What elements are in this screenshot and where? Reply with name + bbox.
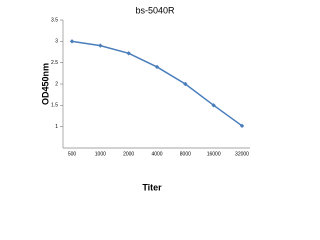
chart: bs-5040R Titer OD450nm 1 1.5 2 2.5 3 3.5 500 10… — [40, 5, 250, 192]
y-tick-label: 1 — [55, 124, 58, 130]
x-tick-label: 1000 — [95, 151, 106, 157]
point — [98, 43, 103, 48]
x-tick-label: 4000 — [151, 151, 162, 157]
y-tick-label: 1.5 — [51, 103, 58, 109]
x-tick-label: 32000 — [235, 151, 249, 157]
y-tick-label: 2 — [55, 81, 58, 87]
chart-title: bs-5040R — [135, 5, 175, 15]
y-tick-label: 3.5 — [51, 17, 58, 23]
point — [69, 39, 75, 44]
x-tick-label: 500 — [68, 151, 77, 157]
point — [154, 64, 160, 70]
line-series — [71, 40, 243, 127]
y-tick-label: 2.5 — [51, 60, 58, 66]
x-tick-label: 2000 — [123, 151, 134, 157]
point — [126, 51, 131, 56]
x-tick-label: 16000 — [207, 151, 221, 157]
point — [239, 123, 245, 129]
page: {"chart_data": {"type": "line", "title":… — [40, 5, 250, 193]
point — [183, 81, 188, 87]
y-axis-label: OD450nm — [40, 63, 50, 105]
point — [211, 103, 216, 108]
y-tick-label: 3 — [55, 39, 58, 45]
x-axis-label: Titer — [142, 182, 162, 192]
x-tick-label: 8000 — [180, 151, 191, 157]
